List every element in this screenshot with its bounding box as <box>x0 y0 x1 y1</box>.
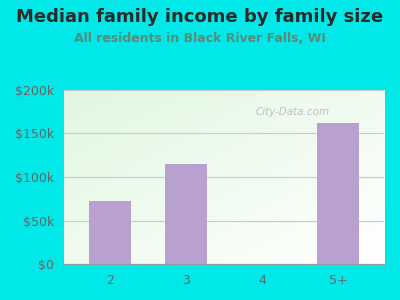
Text: All residents in Black River Falls, WI: All residents in Black River Falls, WI <box>74 32 326 44</box>
Text: City-Data.com: City-Data.com <box>256 107 330 117</box>
Text: Median family income by family size: Median family income by family size <box>16 8 384 26</box>
Bar <box>89 201 131 264</box>
Bar <box>317 123 359 264</box>
Bar <box>165 164 207 264</box>
